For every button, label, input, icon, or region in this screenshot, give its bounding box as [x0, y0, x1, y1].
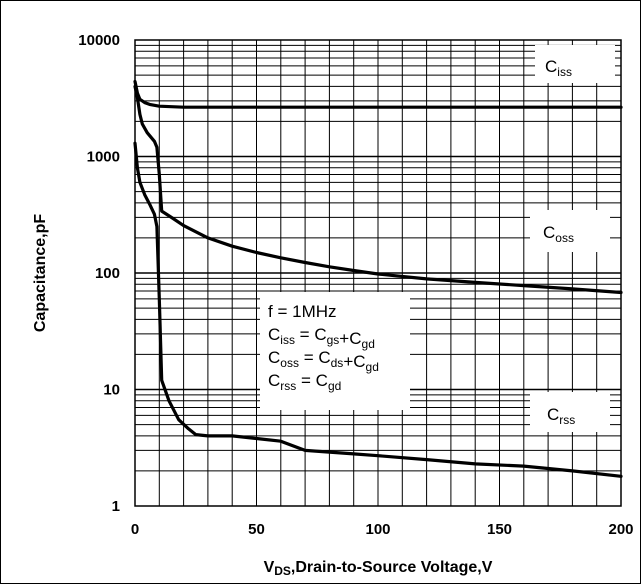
- series-label-iss: Ciss: [545, 57, 572, 79]
- x-tick-labels: 0 50 100 150 200: [131, 521, 634, 538]
- label-background: [530, 210, 610, 252]
- series-label-rss: Crss: [547, 405, 575, 427]
- annotation-line: Ciss = Cgs+Cgd: [268, 325, 375, 351]
- label-background: [530, 392, 610, 432]
- x-axis-title: VDS,Drain-to-Source Voltage,V: [264, 559, 493, 578]
- series-label-oss: Coss: [543, 223, 574, 245]
- series-line-oss: [133, 84, 623, 295]
- y-tick-labels: 1 10 100 1000 10000: [78, 32, 120, 515]
- y-tick-label: 1: [112, 498, 120, 515]
- x-tick-label: 150: [487, 521, 512, 538]
- y-tick-label: 1000: [87, 149, 120, 166]
- y-tick-label: 10: [103, 382, 120, 399]
- plot-border: [134, 39, 622, 507]
- y-tick-label: 100: [95, 265, 120, 282]
- x-tick-label: 0: [131, 521, 139, 538]
- x-tick-label: 50: [248, 521, 265, 538]
- annotation-line: Coss = Cds+Cgd: [268, 348, 379, 374]
- y-axis-title: Capacitance,pF: [32, 214, 49, 332]
- y-tick-label: 10000: [78, 32, 120, 49]
- series-layer: [133, 79, 623, 478]
- x-tick-label: 200: [608, 521, 633, 538]
- series-line-iss: [133, 79, 623, 109]
- series-line-rss: [133, 141, 623, 478]
- annotation-line: f = 1MHz: [268, 302, 337, 321]
- x-axis-title-rest: ,Drain-to-Source Voltage,V: [291, 559, 493, 576]
- x-axis-title-sub: DS: [274, 564, 291, 578]
- annotation-line: Crss = Cgd: [268, 371, 341, 393]
- x-axis-title-main: V: [264, 559, 275, 576]
- x-tick-label: 100: [365, 521, 390, 538]
- label-background: [260, 292, 410, 410]
- label-background: [535, 45, 615, 83]
